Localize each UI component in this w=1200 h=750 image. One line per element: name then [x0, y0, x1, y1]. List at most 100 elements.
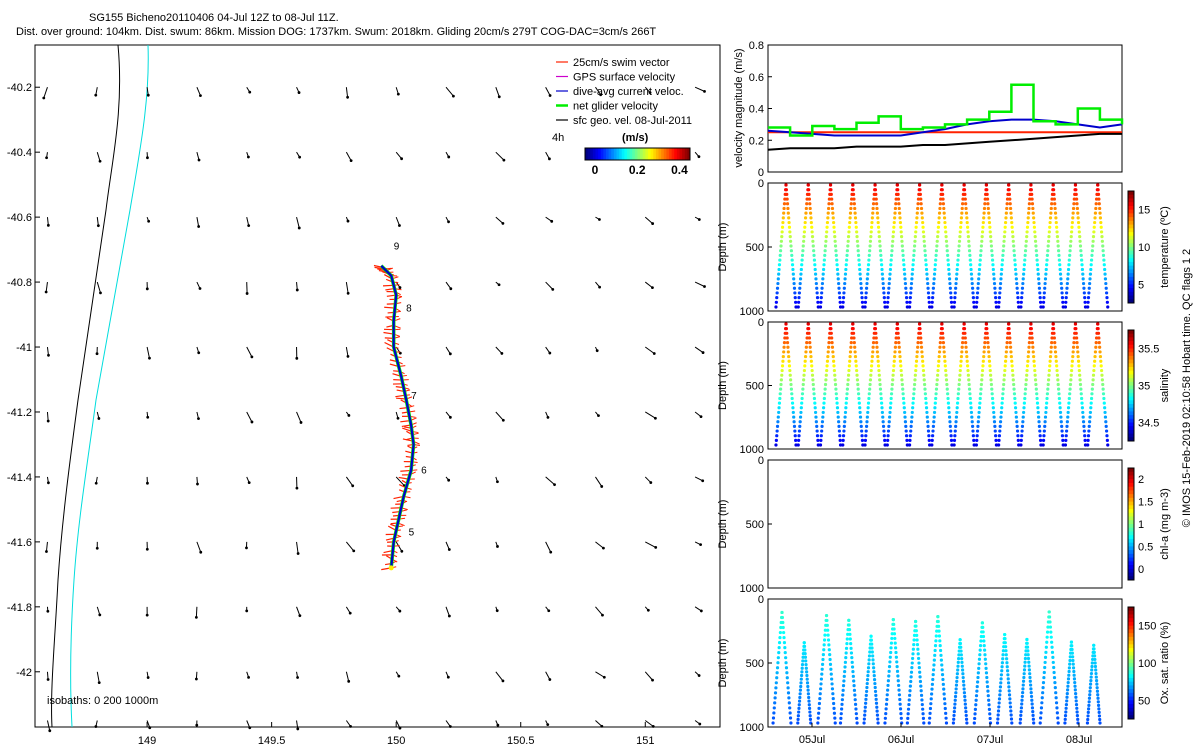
profile-dot	[986, 341, 990, 345]
profile-dot	[952, 713, 956, 718]
profile-dot	[957, 657, 961, 661]
profile-dot	[1076, 350, 1080, 354]
profile-dot	[957, 244, 961, 248]
profile-dot	[975, 438, 979, 442]
profile-dot	[1101, 244, 1105, 248]
profile-dot	[994, 443, 999, 447]
profile-dot	[1005, 206, 1009, 211]
profile-dot	[911, 258, 916, 262]
profile-dot	[893, 350, 897, 354]
velocity-vector	[345, 87, 349, 98]
profile-dot	[782, 350, 786, 354]
profile-dot	[939, 658, 943, 662]
profile-dot	[963, 331, 967, 335]
profile-dot	[1099, 230, 1104, 234]
profile-dot	[937, 629, 941, 633]
profile-dot	[939, 336, 943, 340]
profile-dot	[822, 638, 827, 642]
profile-dot	[835, 267, 840, 272]
velocity-y-axis-label: velocity magnitude (m/s)	[733, 48, 745, 167]
chla-colorbar-cell	[1128, 538, 1134, 544]
profile-dot	[777, 272, 781, 276]
profile-dot	[834, 253, 838, 257]
profile-dot	[1026, 216, 1030, 220]
profile-dot	[988, 230, 992, 234]
profile-dot	[948, 281, 952, 286]
profile-dot	[783, 646, 787, 650]
profile-dot	[867, 658, 871, 662]
profile-dot	[955, 675, 959, 680]
profile-dot	[1006, 681, 1011, 685]
profile-dot	[944, 711, 948, 715]
oxygen-colorbar-cell	[1128, 685, 1134, 690]
profile-dot	[1103, 267, 1107, 272]
profile-dot	[1004, 216, 1008, 220]
profile-dot	[975, 689, 979, 693]
profile-dot	[788, 711, 792, 715]
profile-dot	[1027, 345, 1031, 349]
profile-dot	[819, 682, 823, 686]
profile-dot	[934, 639, 938, 643]
profile-dot	[1088, 686, 1092, 690]
chla-colorbar-cell	[1128, 553, 1134, 559]
profile-dot	[776, 281, 780, 286]
profile-dot	[858, 272, 862, 276]
isobath-200m	[70, 44, 149, 728]
profile-dot	[1092, 654, 1097, 658]
profile-dot	[928, 443, 932, 447]
profile-dot	[896, 331, 900, 335]
profile-dot	[1042, 429, 1046, 433]
profile-dot	[875, 713, 880, 717]
profile-dot	[811, 378, 815, 382]
profile-dot	[985, 684, 990, 689]
salinity-colorbar-cell	[1128, 418, 1134, 423]
profile-dot	[1092, 647, 1096, 651]
velocity-vector-head	[497, 283, 501, 287]
profile-dot	[1086, 438, 1090, 442]
profile-dot	[1022, 668, 1027, 672]
profile-dot	[1058, 272, 1063, 276]
profile-dot	[798, 692, 802, 696]
profile-dot	[800, 666, 804, 670]
velocity-vector	[595, 606, 603, 616]
profile-dot	[1097, 202, 1101, 206]
profile-dot	[952, 443, 956, 447]
profile-dot	[801, 387, 805, 391]
profile-dot	[967, 239, 971, 243]
profile-dot	[899, 368, 903, 373]
profile-dot	[850, 336, 854, 340]
profile-dot	[924, 396, 928, 401]
velocity-vector-head	[651, 286, 654, 290]
profile-dot	[935, 239, 939, 243]
profile-dot	[1104, 429, 1109, 433]
profile-dot	[964, 710, 968, 714]
profile-dot	[907, 698, 911, 702]
profile-dot	[884, 702, 889, 706]
velocity-vector-head	[298, 155, 302, 159]
profile-dot	[876, 225, 881, 229]
profile-dot	[867, 258, 871, 262]
profile-dot	[1061, 305, 1065, 309]
oxygen-x-tick-label-2: 07Jul	[977, 734, 1003, 746]
profile-dot	[924, 401, 928, 405]
profile-dot	[879, 396, 883, 401]
profile-dot	[895, 322, 899, 326]
profile-dot	[1007, 689, 1011, 693]
profile-dot	[1032, 220, 1036, 225]
profile-dot	[883, 438, 887, 442]
profile-dot	[1094, 341, 1098, 345]
profile-dot	[1056, 382, 1060, 387]
profile-dot	[1080, 401, 1084, 405]
profile-dot	[1103, 406, 1107, 410]
profile-dot	[1069, 235, 1073, 239]
profile-dot	[844, 656, 848, 660]
oxygen-x-tick-label-0: 05Jul	[799, 734, 825, 746]
profile-dot	[989, 239, 993, 243]
profile-dot	[987, 698, 991, 702]
profile-dot	[825, 623, 829, 627]
profile-dot	[835, 258, 839, 262]
chla-y-tick-label-2: 1000	[740, 583, 764, 595]
profile-dot	[1096, 327, 1100, 331]
profile-dot	[887, 669, 891, 673]
profile-dot	[1005, 197, 1010, 201]
